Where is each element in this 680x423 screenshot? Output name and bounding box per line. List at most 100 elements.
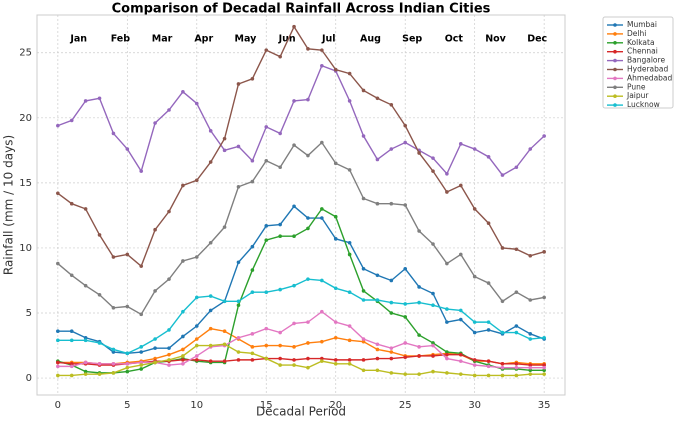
- data-point: [250, 351, 255, 356]
- data-point: [208, 294, 213, 298]
- data-point: [445, 171, 449, 176]
- data-point: [181, 334, 185, 339]
- data-point: [486, 221, 491, 226]
- legend-label: Chennai: [627, 47, 658, 56]
- data-point: [292, 345, 296, 349]
- data-point: [542, 363, 546, 367]
- data-point: [264, 326, 269, 331]
- x-tick-label: 20: [329, 400, 342, 411]
- data-point: [514, 361, 519, 366]
- data-point: [167, 346, 171, 350]
- data-point: [236, 260, 241, 265]
- data-point: [458, 372, 463, 376]
- data-point: [83, 335, 88, 340]
- data-point: [236, 299, 241, 304]
- series-line: [57, 310, 545, 369]
- data-point: [403, 302, 408, 306]
- data-point: [222, 299, 227, 304]
- data-point: [500, 246, 505, 250]
- data-point: [292, 99, 296, 103]
- series-line: [57, 141, 545, 316]
- data-point: [306, 97, 310, 102]
- data-point: [306, 365, 310, 370]
- data-point: [236, 335, 241, 340]
- data-point: [194, 343, 199, 348]
- data-point: [181, 347, 185, 352]
- data-point: [278, 356, 282, 361]
- data-point: [306, 356, 310, 361]
- data-point: [250, 290, 255, 294]
- data-point: [472, 274, 477, 279]
- data-point: [375, 201, 380, 206]
- series-line: [57, 64, 545, 176]
- data-point: [97, 96, 102, 101]
- data-point: [194, 295, 199, 300]
- data-point: [292, 204, 296, 209]
- legend-label: Lucknow: [627, 100, 660, 109]
- legend-label: Jaipur: [626, 91, 649, 100]
- data-point: [83, 283, 88, 288]
- data-point: [417, 372, 421, 376]
- y-tick-label: 15: [19, 178, 32, 189]
- data-point: [403, 203, 408, 207]
- data-point: [250, 345, 255, 349]
- data-point: [125, 369, 130, 374]
- data-point: [445, 371, 449, 375]
- data-point: [83, 207, 88, 211]
- data-point: [111, 255, 116, 259]
- data-point: [403, 266, 408, 271]
- data-point: [167, 209, 171, 214]
- data-point: [153, 346, 157, 350]
- data-point: [292, 24, 296, 29]
- data-point: [458, 317, 463, 322]
- data-point: [264, 238, 269, 242]
- data-point: [431, 354, 435, 358]
- data-point: [542, 372, 546, 376]
- data-point: [250, 244, 255, 249]
- data-point: [181, 183, 185, 188]
- data-point: [361, 339, 366, 344]
- data-point: [69, 364, 74, 369]
- data-point: [347, 324, 352, 328]
- legend-marker: [613, 76, 617, 81]
- legend-label: Kolkata: [627, 38, 655, 47]
- data-point: [389, 371, 394, 375]
- data-point: [278, 54, 282, 59]
- data-point: [111, 347, 116, 352]
- data-point: [306, 226, 310, 231]
- data-point: [514, 373, 519, 378]
- data-point: [56, 191, 60, 196]
- y-tick-label: 5: [26, 308, 32, 319]
- data-point: [264, 224, 269, 228]
- data-point: [194, 101, 199, 106]
- data-point: [69, 273, 74, 278]
- data-point: [417, 345, 421, 349]
- month-label: Mar: [152, 34, 173, 45]
- data-point: [431, 341, 435, 345]
- data-point: [306, 320, 310, 324]
- y-tick-label: 20: [19, 113, 32, 124]
- data-point: [250, 268, 255, 272]
- data-point: [320, 356, 324, 361]
- data-point: [306, 277, 310, 281]
- data-point: [292, 363, 296, 367]
- data-point: [445, 356, 449, 361]
- data-point: [306, 341, 310, 345]
- legend-marker: [613, 85, 617, 90]
- data-point: [472, 373, 477, 378]
- data-point: [389, 102, 394, 107]
- y-tick-label: 0: [26, 373, 32, 384]
- y-tick-label: 25: [19, 48, 32, 59]
- data-point: [347, 240, 352, 245]
- data-point: [417, 285, 421, 289]
- legend-marker: [613, 94, 617, 98]
- data-point: [153, 356, 157, 361]
- data-point: [181, 354, 185, 358]
- data-point: [167, 328, 171, 332]
- data-point: [139, 367, 144, 371]
- data-point: [222, 359, 227, 363]
- data-point: [514, 165, 519, 170]
- data-point: [500, 361, 505, 366]
- data-point: [445, 350, 449, 354]
- data-point: [56, 329, 60, 334]
